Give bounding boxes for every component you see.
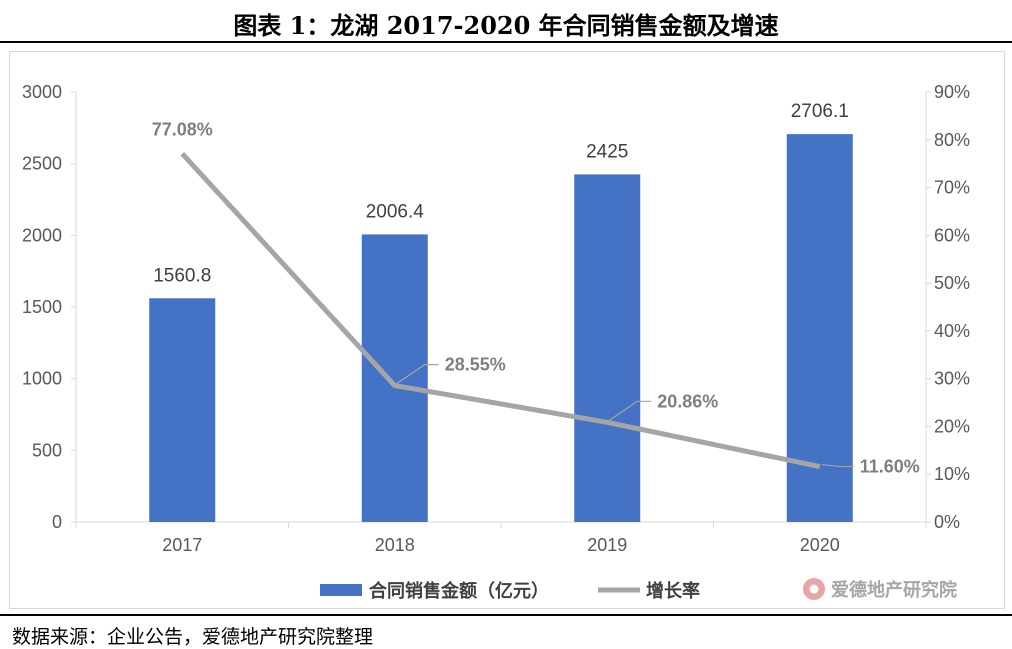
line-series	[180, 152, 821, 470]
watermark: 爱德地产研究院	[803, 578, 957, 601]
bar	[149, 298, 216, 522]
percent-value-label: 20.86%	[657, 391, 718, 411]
label-leader-line	[396, 363, 439, 385]
left-axis-tick-label: 1000	[22, 369, 62, 389]
left-axis-tick-label: 1500	[22, 297, 62, 317]
bottom-rule	[0, 614, 1012, 616]
left-axis-tick-label: 0	[52, 512, 62, 532]
label-leader-line	[608, 400, 652, 421]
x-axis: 2017 2018 2019 2020	[75, 521, 927, 555]
left-axis-ticks: 0 500 1000 1500 2000 2500 3000	[22, 82, 77, 532]
bar-labels: 1560.8 2006.4 2425 2706.1	[153, 101, 849, 286]
percent-value-label: 11.60%	[860, 457, 920, 477]
left-axis-tick-label: 3000	[22, 82, 62, 102]
left-axis-tick-label: 500	[32, 440, 62, 460]
bar-series	[149, 134, 853, 522]
legend: 合同销售金额（亿元） 增长率	[320, 580, 700, 602]
legend-bar-swatch	[320, 584, 362, 596]
chart-title: 图表 1：龙湖 2017-2020 年合同销售金额及增速	[233, 11, 779, 40]
watermark-text: 爱德地产研究院	[831, 579, 957, 601]
right-axis-tick-label: 40%	[934, 321, 970, 341]
right-axis-tick-label: 20%	[934, 416, 970, 436]
x-axis-tick-label: 2020	[800, 535, 840, 555]
watermark-logo-inner-icon	[809, 584, 819, 594]
bar-value-label: 2706.1	[791, 101, 849, 122]
right-axis-tick-label: 50%	[934, 273, 970, 293]
right-axis-tick-label: 0%	[934, 512, 960, 532]
right-axis-tick-label: 60%	[934, 225, 970, 245]
bar-value-label: 2425	[586, 141, 628, 162]
x-axis-tick-label: 2018	[375, 535, 415, 555]
bar-value-label: 2006.4	[366, 201, 425, 222]
legend-line-label: 增长率	[646, 580, 700, 602]
right-axis-tick-label: 70%	[934, 178, 970, 198]
bar	[574, 174, 641, 522]
percent-value-label: 28.55%	[445, 355, 506, 375]
x-axis-tick-label: 2019	[587, 535, 627, 555]
source-note: 数据来源：企业公告，爱德地产研究院整理	[12, 626, 374, 648]
right-axis-tick-label: 30%	[934, 369, 970, 389]
right-axis-tick-label: 90%	[934, 82, 970, 102]
left-axis-tick-label: 2000	[22, 225, 62, 245]
right-axis-tick-label: 80%	[934, 130, 970, 150]
bar-value-label: 1560.8	[153, 265, 211, 286]
top-rule	[0, 41, 1012, 43]
right-axis-ticks: 0% 10% 20% 30% 40% 50% 60% 70% 80% 90%	[925, 82, 970, 532]
percent-labels: 77.08% 28.55% 20.86% 11.60%	[152, 120, 920, 477]
growth-rate-line	[180, 152, 821, 470]
left-axis-tick-label: 2500	[22, 154, 62, 174]
legend-bar-label: 合同销售金额（亿元）	[369, 580, 549, 602]
label-leader-line	[821, 463, 854, 468]
bar	[361, 234, 428, 522]
x-axis-tick-label: 2017	[162, 535, 202, 555]
chart-frame	[9, 51, 1005, 609]
bar	[786, 134, 853, 522]
percent-value-label: 77.08%	[152, 120, 213, 140]
right-axis-tick-label: 10%	[934, 464, 970, 484]
